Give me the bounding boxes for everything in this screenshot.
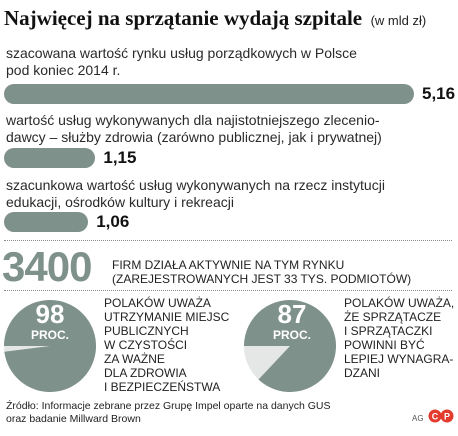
source-line: Źródło: Informacje zebrane przez Grupę I…: [6, 400, 331, 412]
bar-3-desc-line: edukacji, ośrodków kultury i rekreacji: [6, 194, 234, 210]
firms-line: FIRM DZIAŁA AKTYWNIE NA TYM RYNKU: [112, 258, 345, 272]
pie-2-text-line: LEPIEJ WYNAGRA-: [344, 352, 454, 366]
svg-text:C: C: [432, 412, 439, 422]
source-line: oraz badanie Millward Brown: [6, 413, 141, 425]
pie-1-value: 98: [35, 299, 65, 329]
bar-health-services: [4, 148, 96, 168]
pie-1-text-line: W CZYSTOŚCI: [104, 338, 188, 352]
pie-2-text-line: DZANI: [344, 366, 380, 380]
bar-1-desc-line: szacowana wartość rynku usług porządkowy…: [6, 45, 357, 61]
pie-2-main-slice: [244, 300, 336, 392]
pie-2-label: 87 PROC.: [256, 300, 328, 342]
publisher-logo: C P: [428, 409, 454, 423]
pie-1-main-slice: [4, 300, 96, 392]
bar-education-culture-label: 1,06: [96, 212, 130, 231]
pie-2-text-line: ŻE SPRZĄTACZE: [344, 310, 442, 324]
bar-1-description: szacowana wartość rynku usług porządkowy…: [6, 45, 446, 79]
bar-2-description: wartość usług wykonywanych dla najistotn…: [6, 112, 446, 146]
firms-line: (ZAREJESTROWANYCH JEST 33 TYS. PODMIOTÓW…: [112, 272, 412, 286]
pie-1-text-line: POLAKÓW UWAŻA: [104, 296, 211, 310]
bar-market-value-label: 5,16: [422, 84, 456, 103]
pie-2-text-line: I SPRZĄTACZKI: [344, 324, 433, 338]
bar-education-culture: [4, 212, 89, 232]
divider: [4, 240, 452, 241]
pie-1-text-line: DLA ZDROWIA: [104, 366, 187, 380]
pie-chart-87: [244, 300, 336, 392]
author-initials: AG: [412, 414, 424, 423]
pie-2-description: POLAKÓW UWAŻA, ŻE SPRZĄTACZE I SPRZĄTACZ…: [344, 296, 454, 380]
pie-1-description: POLAKÓW UWAŻA UTRZYMANIE MIEJSC PUBLICZN…: [104, 296, 229, 394]
pie-1-unit: PROC.: [30, 328, 69, 342]
bar-health-services-label: 1,15: [103, 148, 137, 167]
firms-description: FIRM DZIAŁA AKTYWNIE NA TYM RYNKU (ZAREJ…: [112, 258, 411, 286]
title-text: Najwięcej na sprzątanie wydają szpitale: [4, 6, 363, 30]
bar-3-desc-line: szacunkowa wartość usług wykonywanych na…: [6, 177, 385, 193]
pie-1-label: 98 PROC.: [14, 300, 86, 342]
divider: [4, 290, 452, 291]
chart-title: Najwięcej na sprzątanie wydają szpitale …: [4, 6, 426, 31]
svg-text:P: P: [444, 412, 450, 422]
bar-3-description: szacunkowa wartość usług wykonywanych na…: [6, 177, 446, 211]
pie-2-text-line: POLAKÓW UWAŻA,: [344, 296, 455, 310]
pie-1-text-line: PUBLICZNYCH: [104, 324, 189, 338]
bar-2-desc-line: wartość usług wykonywanych dla najistotn…: [6, 112, 380, 128]
pie-2-unit: PROC.: [272, 328, 311, 342]
bar-market-value: [4, 84, 414, 104]
title-unit: (w mld zł): [370, 13, 427, 28]
bar-1-desc-line: pod koniec 2014 r.: [6, 62, 121, 78]
pie-chart-98: [4, 300, 96, 392]
pie-1-text-line: UTRZYMANIE MIEJSC: [104, 310, 230, 324]
pie-2-text-line: POWINNI BYĆ: [344, 338, 425, 352]
pie-2-value: 87: [277, 299, 307, 329]
pie-1-text-line: I BEZPIECZEŃSTWA: [104, 380, 221, 394]
bar-2-desc-line: dawcy – służby zdrowia (zarówno publiczn…: [6, 129, 382, 145]
source-note: Źródło: Informacje zebrane przez Grupę I…: [6, 400, 331, 426]
firms-count: 3400: [2, 243, 92, 290]
pie-1-text-line: ZA WAŻNE: [104, 352, 165, 366]
